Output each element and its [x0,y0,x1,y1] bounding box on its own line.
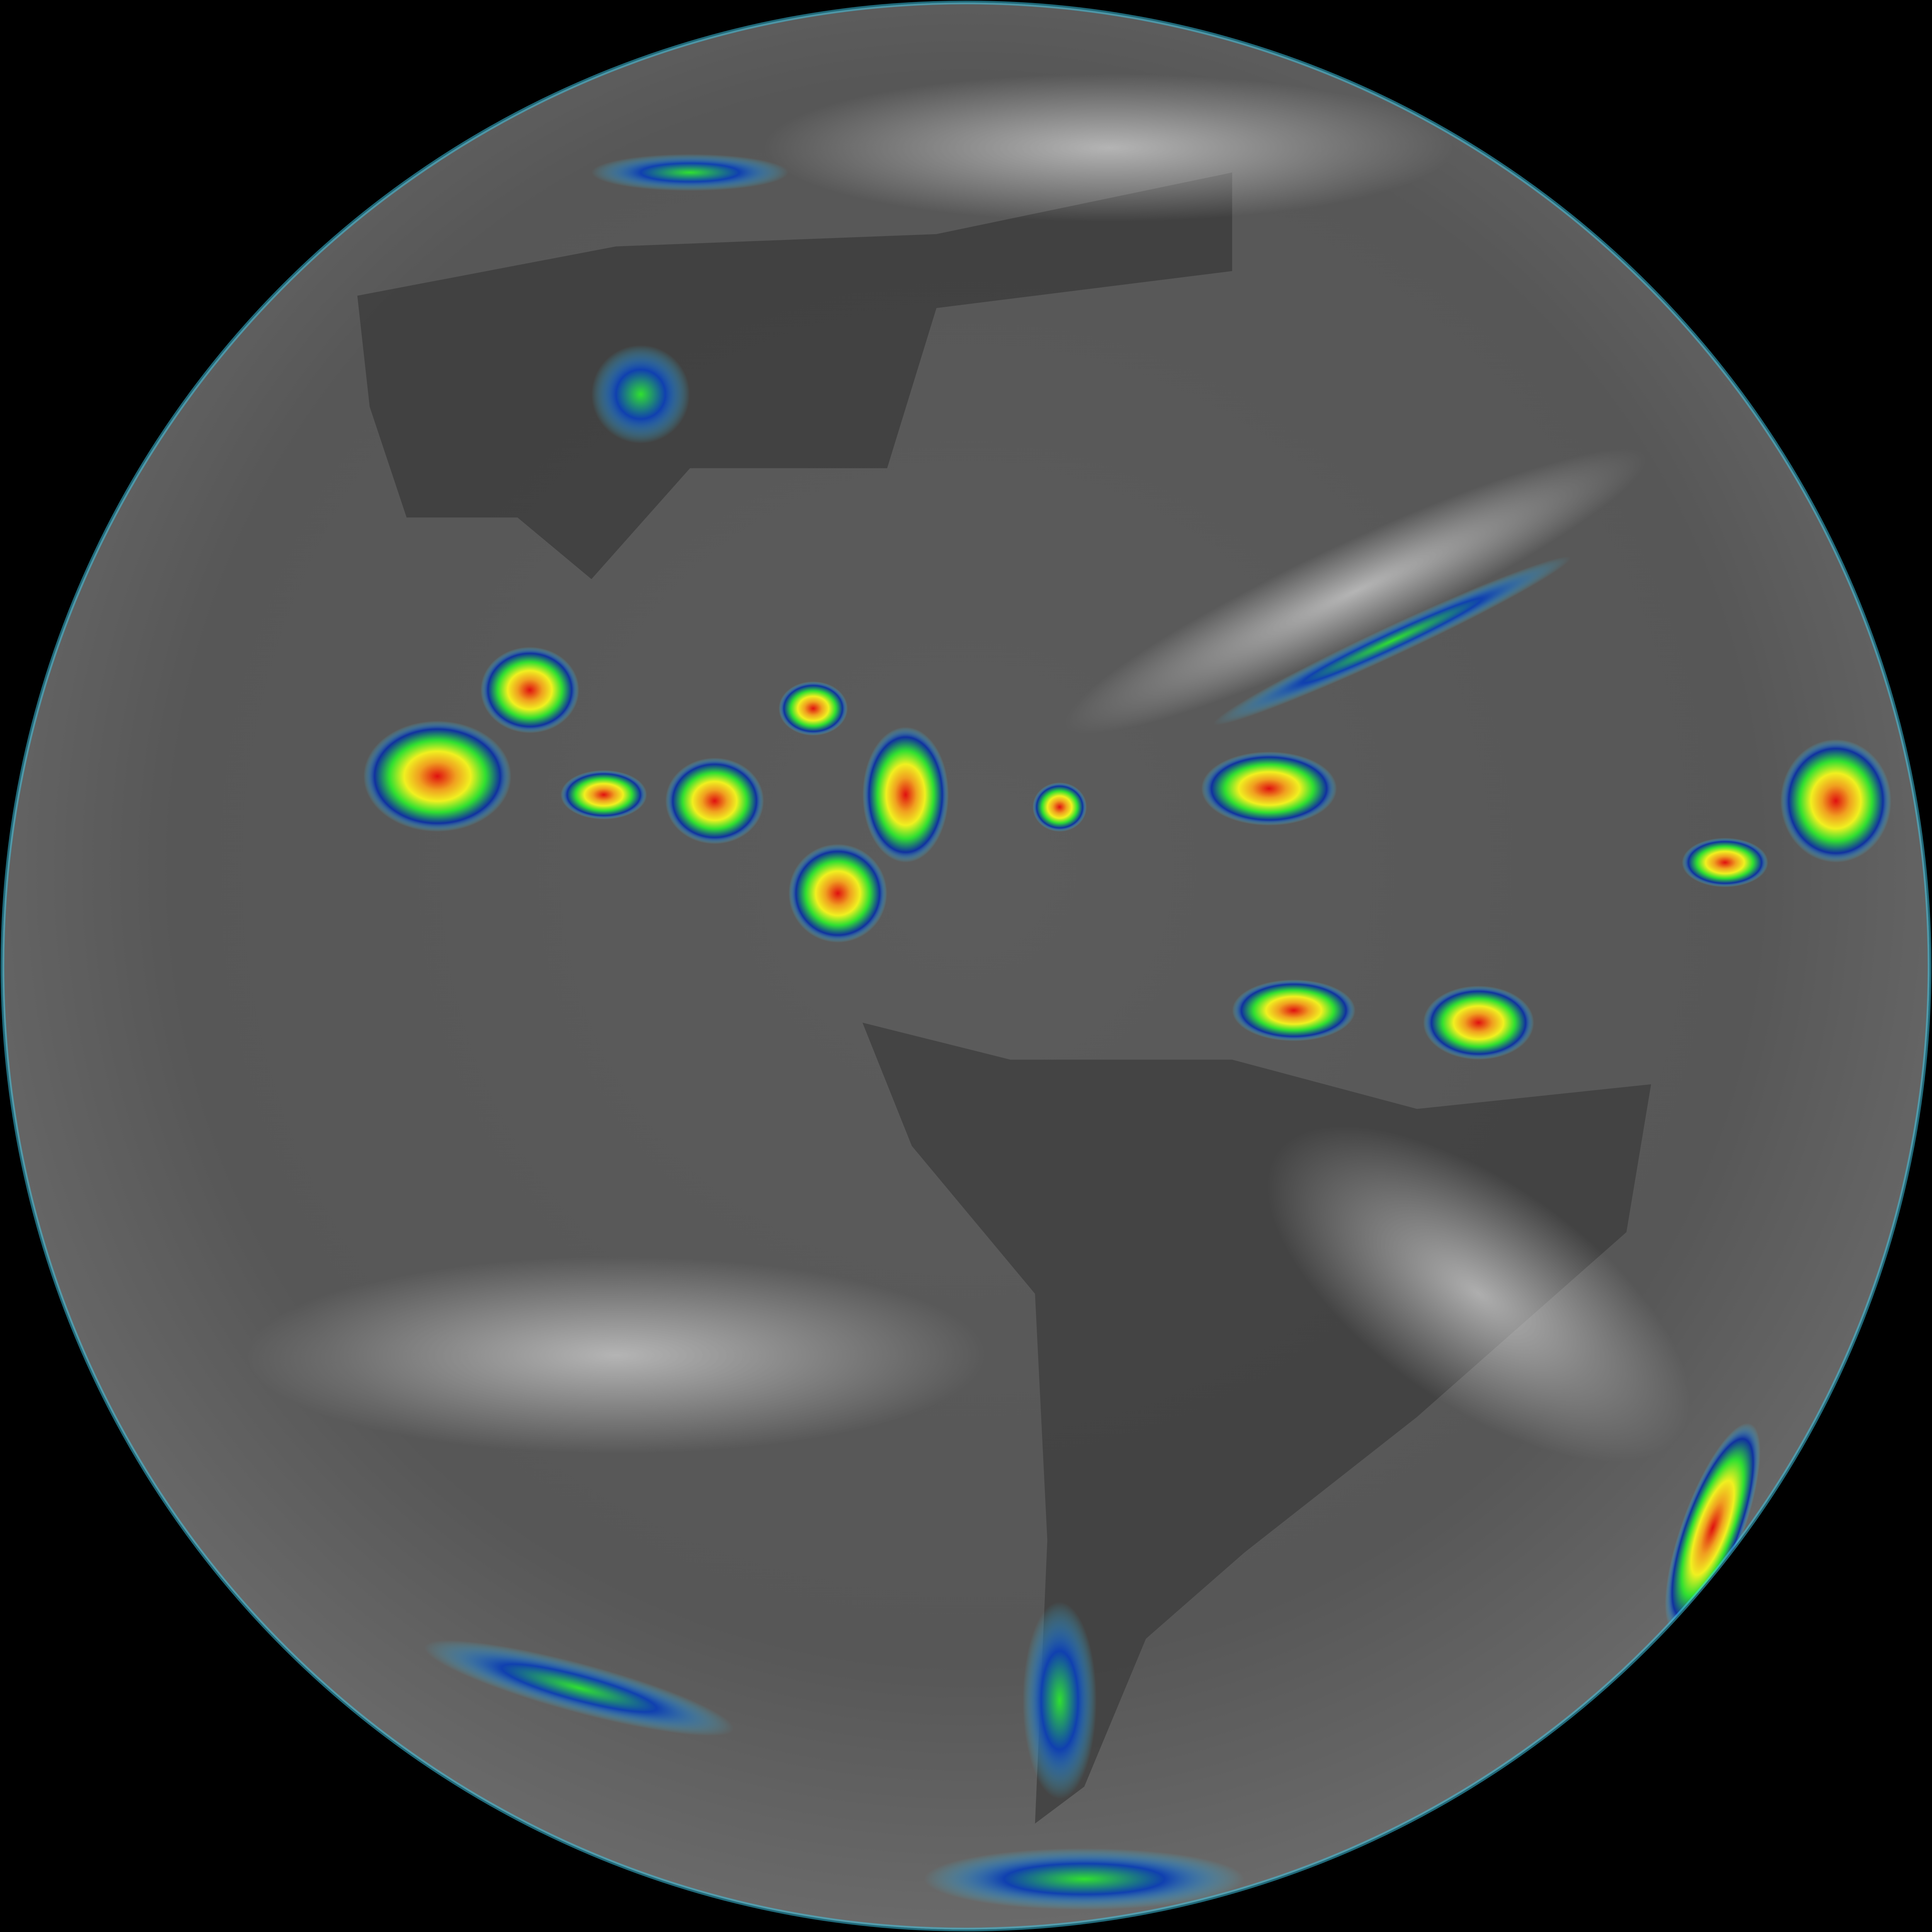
storm-cell [788,844,887,943]
storm-cell [480,647,579,733]
storm-cell [1022,1602,1097,1799]
storm-cell [1665,1423,1760,1633]
storm-cell [591,345,690,444]
cloud-band [764,74,1454,222]
storm-cell [1213,556,1571,725]
convective-storms [363,154,1891,1910]
north-america-land [357,172,1232,579]
storm-cell [363,721,512,832]
storm-cell [779,681,848,736]
storm-cell [560,770,647,820]
storm-cell [591,154,789,191]
cloud-band [1267,1126,1690,1462]
storm-cell [1423,986,1534,1060]
cloud-band [1064,449,1646,734]
cloud-band [246,1257,986,1454]
storm-cell [1232,980,1355,1041]
storm-cell [924,1848,1245,1910]
storm-cell [665,758,764,844]
storm-cell [424,1640,734,1736]
storm-cell [862,727,949,863]
storm-cell [1032,782,1087,832]
storm-cell [1682,838,1768,887]
storm-cell [1201,752,1337,826]
storm-cell [1780,739,1891,863]
